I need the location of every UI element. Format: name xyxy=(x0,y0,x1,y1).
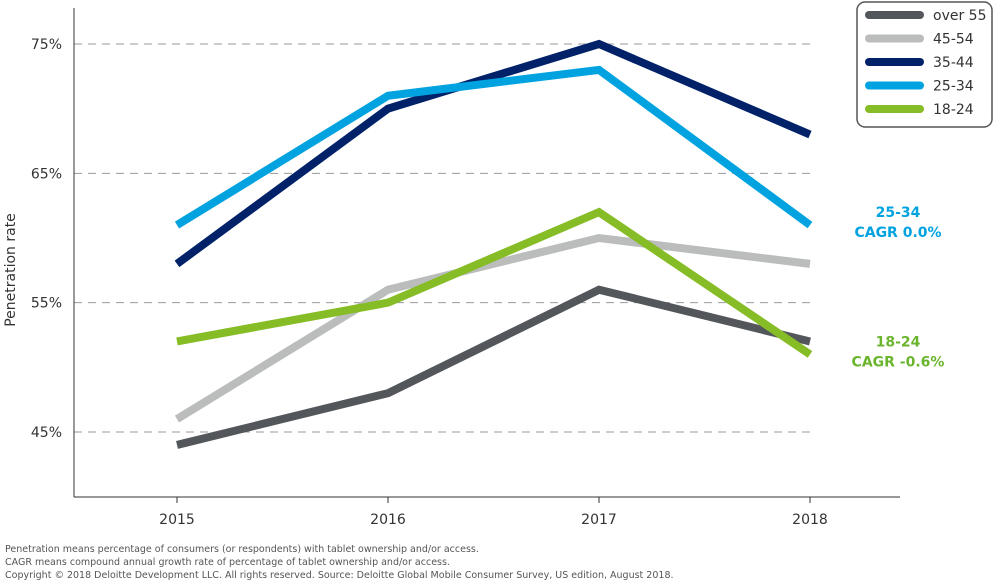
x-tick-label: 2015 xyxy=(159,512,195,528)
footnote-penetration: Penetration means percentage of consumer… xyxy=(5,544,479,555)
legend-box xyxy=(856,1,993,128)
x-tick-label: 2018 xyxy=(792,512,828,528)
footnote-copyright: Copyright © 2018 Deloitte Development LL… xyxy=(5,570,674,581)
legend-label: over 55 xyxy=(933,8,986,24)
annotation-label: 25-34 xyxy=(876,205,921,221)
series-line-over-55 xyxy=(176,285,811,449)
x-tick-label: 2016 xyxy=(370,512,406,528)
y-tick-label: 45% xyxy=(31,425,62,441)
y-tick-label: 75% xyxy=(31,37,62,53)
y-axis-label: Penetration rate xyxy=(3,213,19,327)
legend-label: 35-44 xyxy=(933,55,974,71)
series-line-45-54 xyxy=(174,233,811,423)
y-tick-label: 65% xyxy=(31,166,62,182)
footnote-cagr: CAGR means compound annual growth rate o… xyxy=(5,557,450,568)
series-line-18-24 xyxy=(176,207,813,358)
x-tick-label: 2017 xyxy=(581,512,617,528)
annotation-cagr: CAGR -0.6% xyxy=(852,354,945,370)
line-chart: 45% 55% 65% 75% 2015 2016 2017 2018 Penetration … xyxy=(3,1,993,528)
legend-label: 18-24 xyxy=(933,102,974,118)
series-line-25-34 xyxy=(174,65,813,229)
annotation-cagr: CAGR 0.0% xyxy=(854,225,941,241)
annotation-label: 18-24 xyxy=(876,334,921,350)
legend-label: 25-34 xyxy=(933,79,974,95)
y-tick-label: 55% xyxy=(31,296,62,312)
series-line-35-44 xyxy=(174,39,812,268)
legend-label: 45-54 xyxy=(933,32,974,48)
